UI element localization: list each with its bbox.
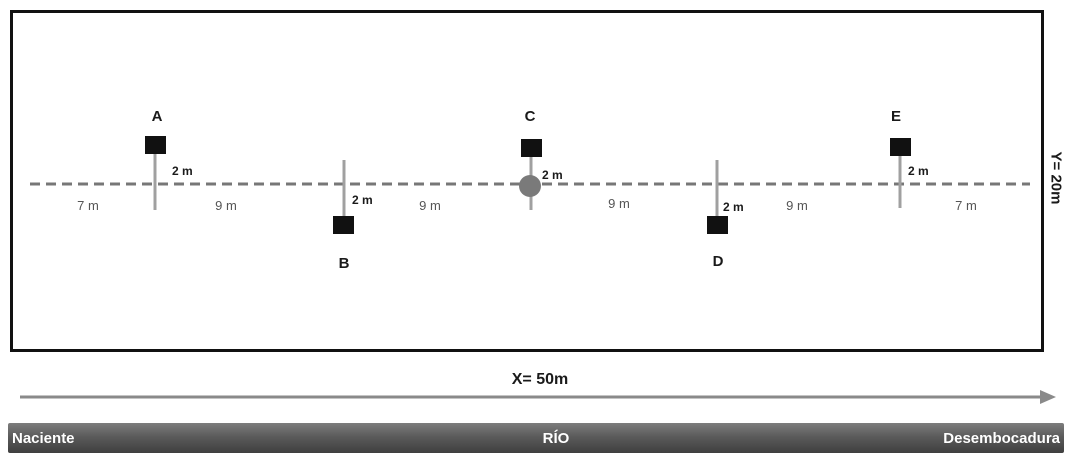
station-b-offset: 2 m bbox=[352, 193, 373, 207]
center-point-marker bbox=[519, 175, 541, 197]
width-dimension-label: X= 50m bbox=[511, 371, 569, 388]
station-e-offset: 2 m bbox=[908, 164, 929, 178]
station-label-c: C bbox=[524, 108, 536, 125]
station-d-marker bbox=[707, 216, 728, 234]
station-label-a: A bbox=[151, 108, 163, 125]
distance-label: 9 m bbox=[608, 196, 630, 211]
station-b-marker bbox=[333, 216, 354, 234]
station-label-e: E bbox=[890, 108, 902, 125]
station-c-offset: 2 m bbox=[542, 168, 563, 182]
river-source-label: Naciente bbox=[12, 430, 75, 447]
station-label-d: D bbox=[712, 253, 724, 270]
distance-label: 7 m bbox=[955, 198, 977, 213]
station-d-offset: 2 m bbox=[723, 200, 744, 214]
distance-label: 9 m bbox=[786, 198, 808, 213]
river-label: RÍO bbox=[542, 430, 570, 447]
station-e-marker bbox=[890, 138, 911, 156]
distance-label: 7 m bbox=[77, 198, 99, 213]
river-mouth-label: Desembocadura bbox=[943, 430, 1060, 447]
height-dimension-label: Y= 20m bbox=[1047, 151, 1065, 205]
station-a-offset: 2 m bbox=[172, 164, 193, 178]
station-label-b: B bbox=[338, 255, 350, 272]
study-area-frame bbox=[10, 10, 1044, 352]
distance-label: 9 m bbox=[419, 198, 441, 213]
river-bar: Naciente RÍO Desembocadura bbox=[8, 423, 1064, 453]
station-a-marker bbox=[145, 136, 166, 154]
station-c-marker bbox=[521, 139, 542, 157]
x-dimension-arrowhead bbox=[1040, 390, 1056, 404]
distance-label: 9 m bbox=[215, 198, 237, 213]
